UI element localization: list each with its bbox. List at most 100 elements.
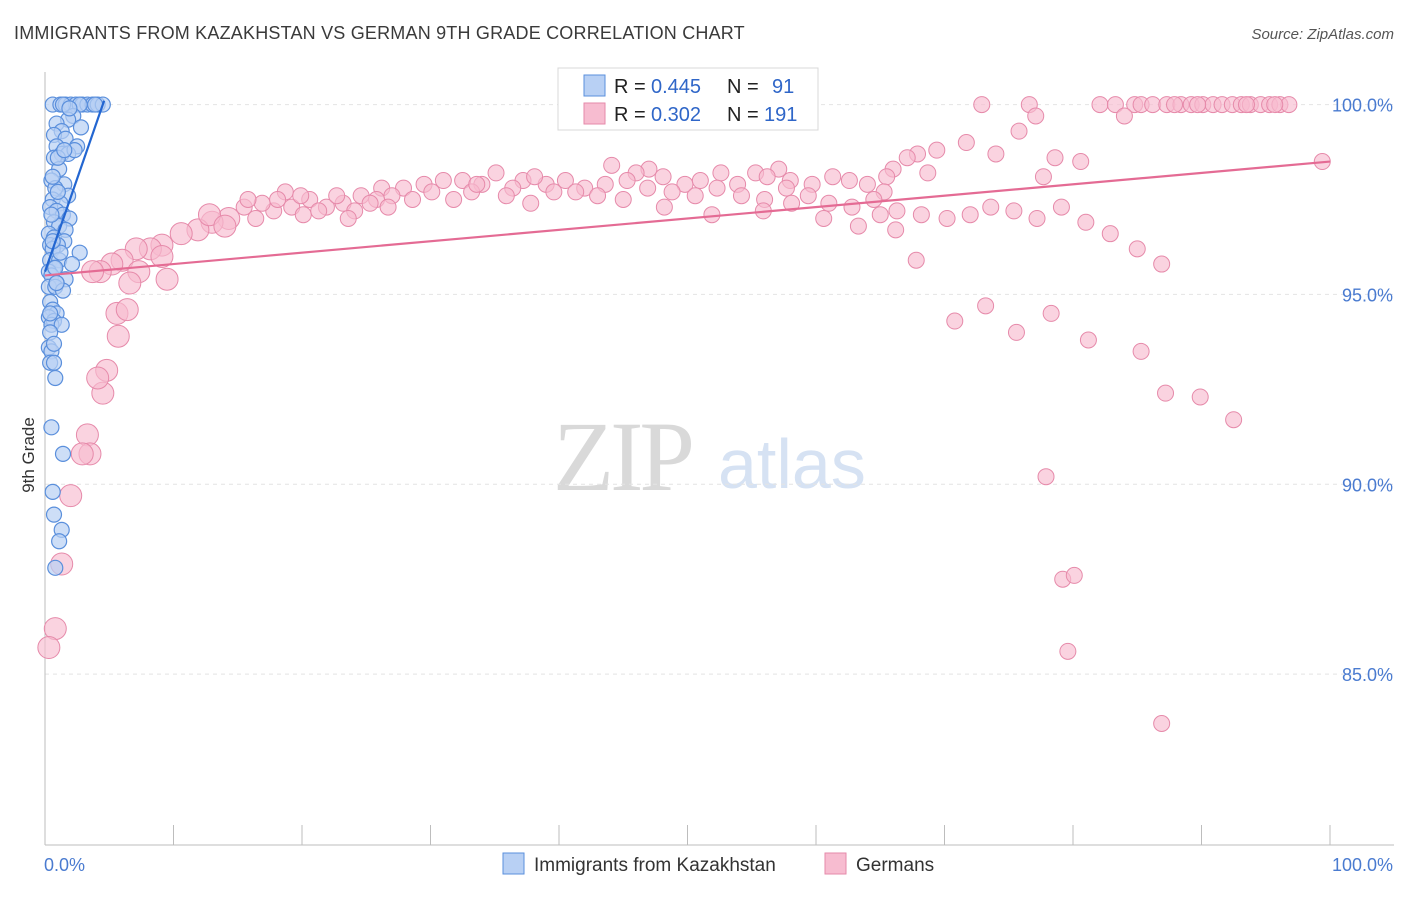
germans-point — [468, 175, 486, 193]
stats-legend-n-label: N = — [727, 104, 759, 126]
germans-point — [404, 191, 422, 209]
source-label: Source: ZipAtlas.com — [1251, 26, 1394, 43]
germans-point — [1007, 323, 1025, 341]
germans-point — [155, 267, 179, 291]
watermark-zip: ZIP — [553, 401, 691, 512]
kazakhstan-point — [42, 305, 59, 322]
kazakhstan-point — [53, 316, 70, 333]
germans-point — [815, 209, 833, 227]
germans-point — [820, 194, 838, 212]
germans-point — [858, 175, 876, 193]
bottom-legend-swatch-germans — [824, 852, 847, 875]
chart-title: IMMIGRANTS FROM KAZAKHSTAN VS GERMAN 9TH… — [14, 23, 745, 43]
germans-point — [928, 141, 946, 159]
germans-point — [106, 324, 130, 348]
germans-point — [310, 202, 328, 220]
germans-point — [878, 168, 896, 186]
y-tick-label: 85.0% — [1342, 665, 1393, 685]
germans-point — [328, 187, 346, 205]
germans-point — [712, 164, 730, 182]
germans-point — [239, 191, 257, 209]
kazakhstan-point — [45, 354, 63, 371]
tick-label-layer: 85.0% 90.0% 95.0% 100.0% 0.0% 100.0% — [44, 96, 1393, 875]
stats-legend-r-value: 0.445 — [651, 76, 701, 98]
germans-point — [567, 183, 585, 201]
germans-point — [1189, 96, 1207, 114]
germans-point — [1059, 642, 1077, 660]
germans-point — [1046, 149, 1064, 167]
germans-point — [1027, 107, 1045, 125]
germans-point — [686, 187, 704, 205]
germans-point — [1153, 714, 1171, 732]
germans-point — [799, 187, 817, 205]
germans-point — [70, 442, 94, 466]
axis-layer — [44, 72, 1394, 846]
germans-point — [887, 221, 905, 239]
kazakhstan-point — [51, 533, 68, 550]
germans-point — [213, 214, 237, 238]
germans-point — [1052, 198, 1070, 216]
germans-point — [1077, 213, 1095, 231]
germans-point — [445, 191, 463, 209]
kazakhstan-point — [56, 142, 73, 159]
germans-point — [618, 172, 636, 190]
kazakhstan-point — [43, 419, 60, 436]
germans-point — [982, 198, 1000, 216]
kazakhstan-point — [54, 445, 72, 463]
germans-point — [1079, 331, 1097, 349]
germans-point — [1191, 388, 1209, 406]
kazakhstan-points — [40, 96, 111, 576]
germans-point — [946, 312, 964, 330]
germans-point — [938, 209, 956, 227]
kazakhstan-point — [44, 483, 61, 500]
germans-point — [1037, 468, 1055, 486]
kazakhstan-point — [48, 274, 65, 292]
germans-point — [1115, 107, 1133, 125]
germans-point — [758, 168, 776, 186]
germans-point — [86, 366, 110, 390]
kazakhstan-point — [61, 100, 78, 117]
germans-point — [253, 194, 271, 212]
kazakhstan-point — [72, 119, 90, 136]
germans-trend-line — [44, 160, 1331, 277]
germans-point — [843, 198, 861, 216]
germans-point — [526, 168, 544, 186]
germans-point — [1225, 411, 1243, 429]
germans-point — [1072, 153, 1090, 171]
kazakhstan-point — [71, 244, 88, 261]
germans-point — [824, 168, 842, 186]
kazakhstan-point — [45, 506, 63, 523]
kazakhstan-point — [52, 244, 69, 261]
germans-point — [961, 206, 979, 224]
stats-legend-r-label: R = — [614, 76, 646, 98]
germans-point — [556, 172, 574, 190]
germans-point — [269, 191, 287, 209]
germans-point — [197, 203, 221, 227]
germans-point — [294, 206, 312, 224]
germans-point — [1166, 96, 1184, 114]
germans-point — [777, 179, 795, 197]
germans-point — [1101, 225, 1119, 243]
germans-point — [655, 198, 673, 216]
stats-legend-r-value: 0.302 — [651, 104, 701, 126]
stats-legend-n-value: 191 — [764, 104, 797, 126]
y-tick-label: 90.0% — [1342, 475, 1393, 495]
germans-point — [603, 156, 621, 174]
germans-point — [1034, 168, 1052, 186]
stats-legend-swatch-kazakhstan — [583, 74, 606, 97]
germans-point — [614, 191, 632, 209]
germans-point — [987, 145, 1005, 163]
germans-point — [339, 209, 357, 227]
germans-point — [865, 191, 883, 209]
kazakhstan-point — [45, 335, 63, 352]
germans-point — [1042, 304, 1060, 322]
germans-point — [732, 187, 750, 205]
germans-point — [75, 423, 99, 447]
germans-point — [1128, 240, 1146, 258]
germans-point — [1065, 566, 1083, 584]
germans-point — [957, 134, 975, 152]
kazakhstan-trend-line — [43, 100, 106, 273]
stats-legend-swatch-germans — [583, 102, 606, 125]
